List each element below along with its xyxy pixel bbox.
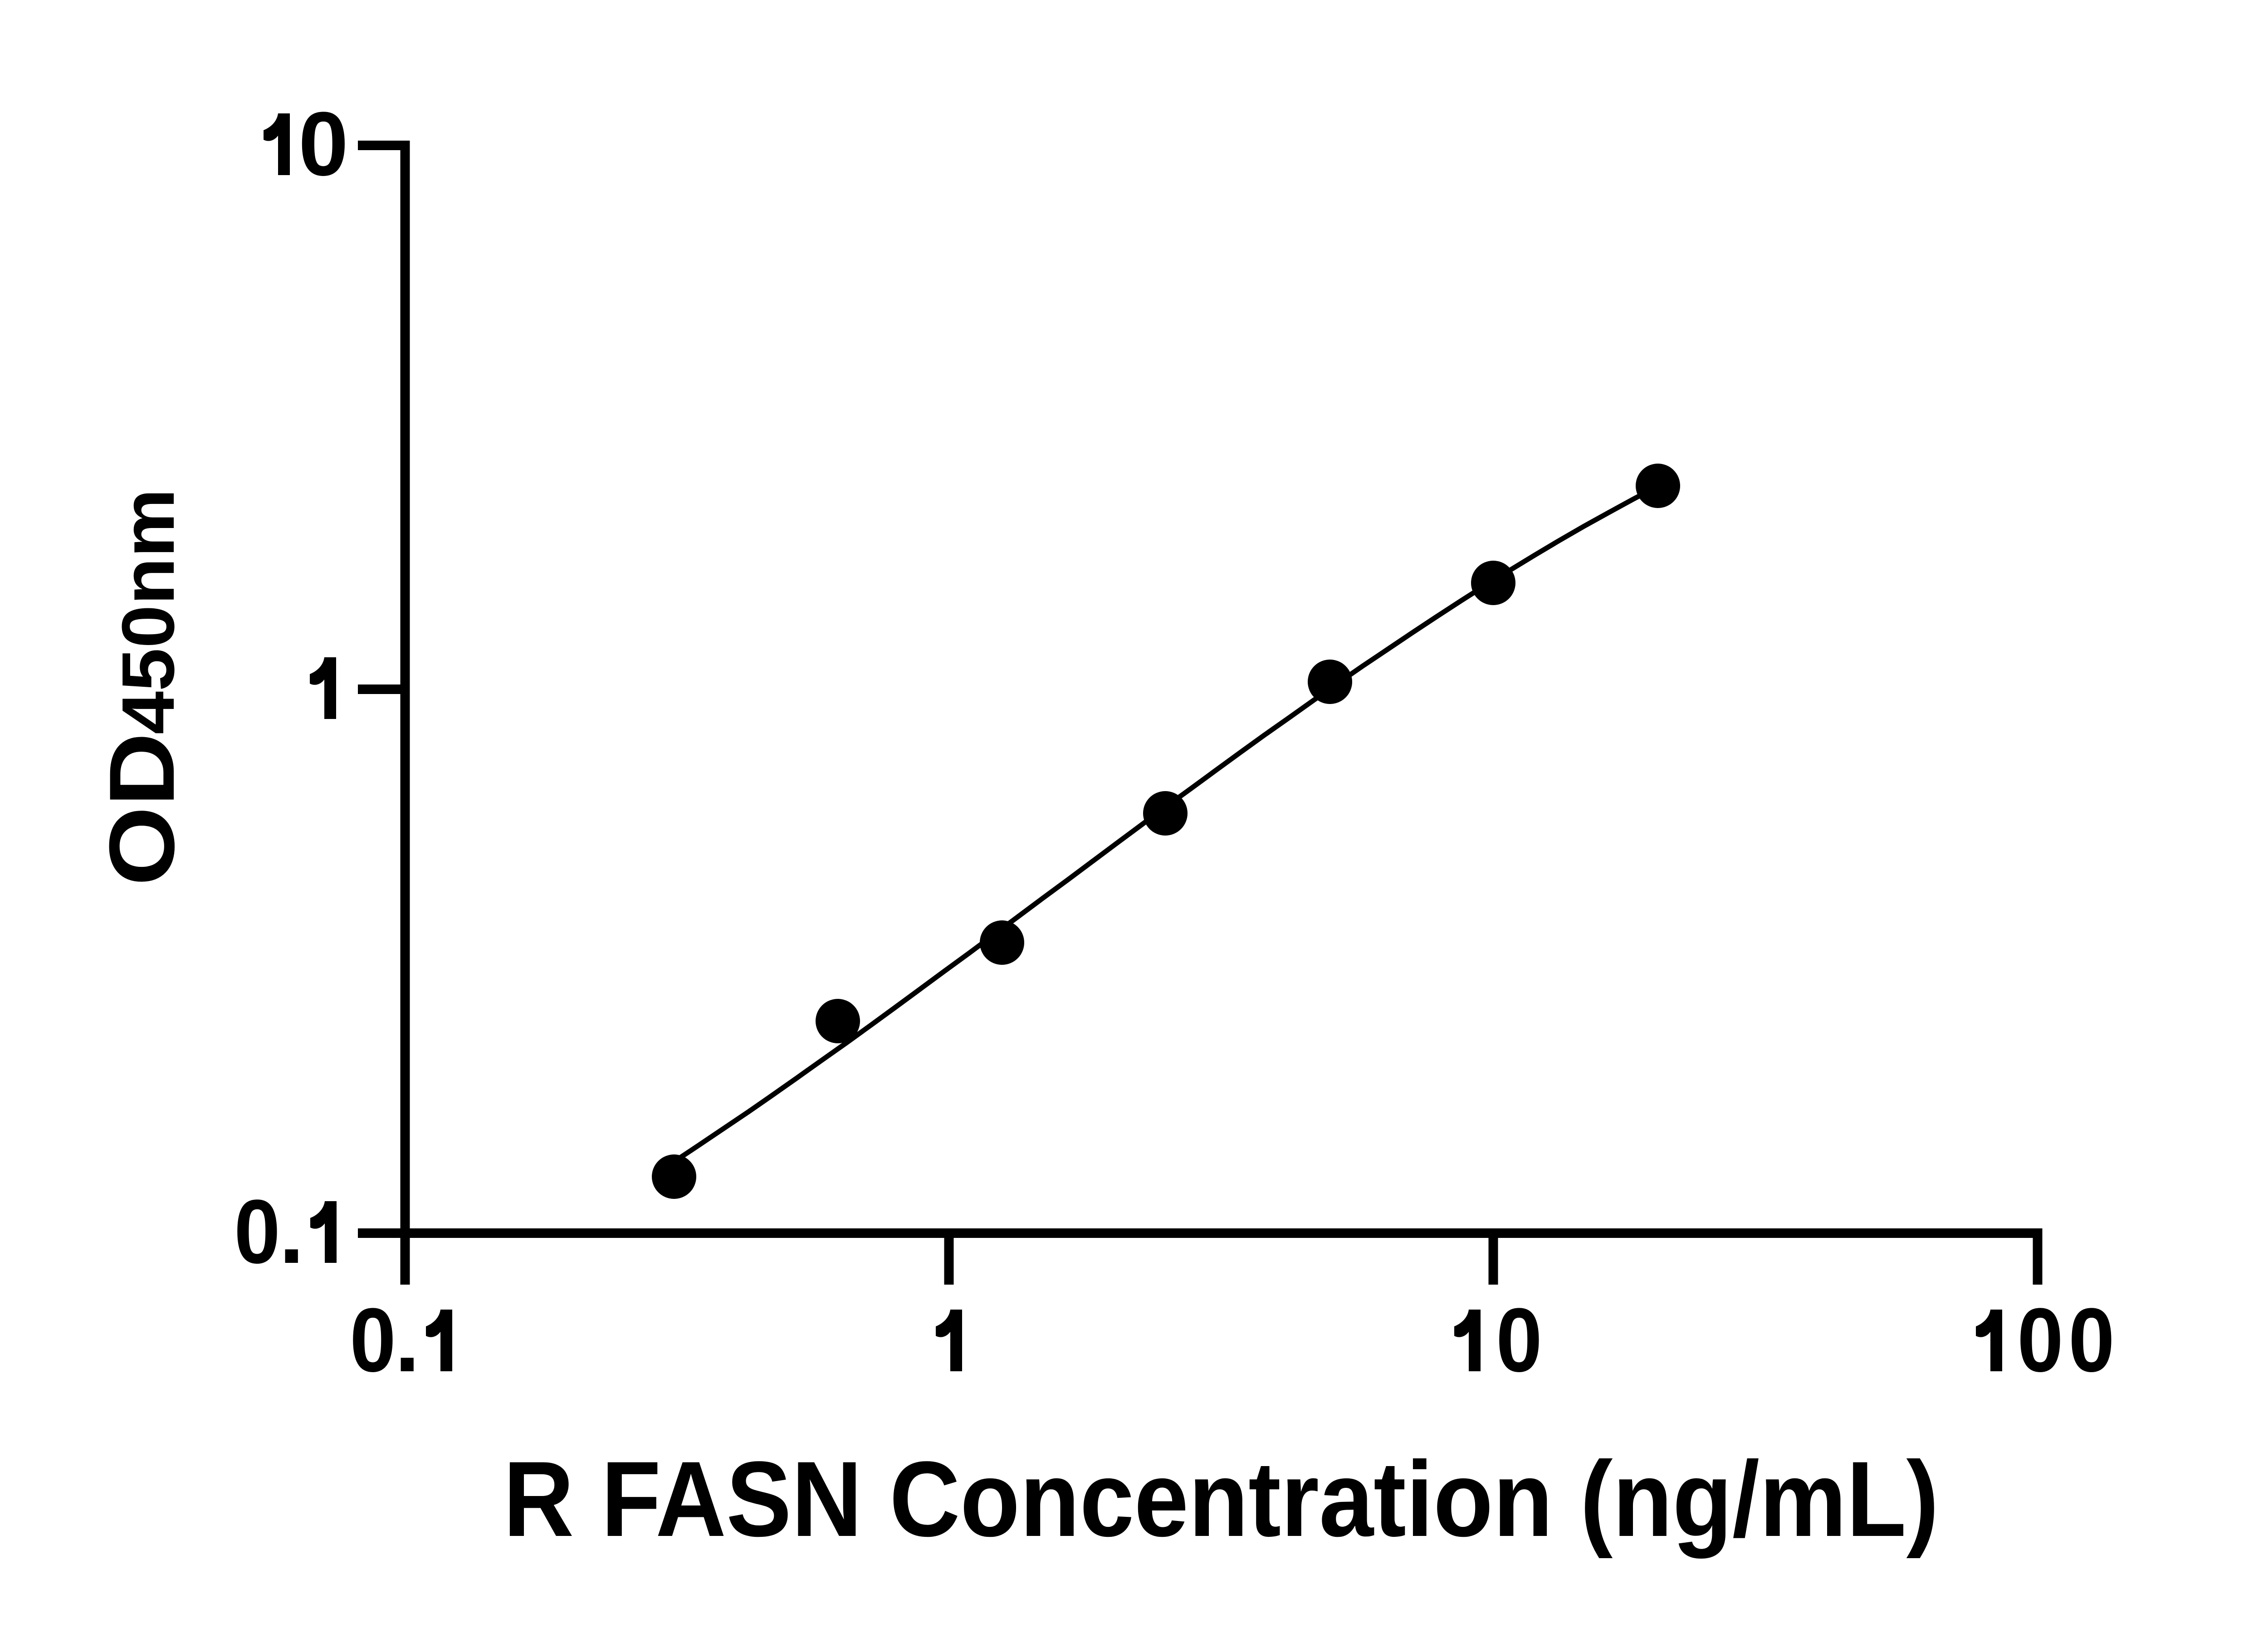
svg-text:OD: OD — [90, 733, 194, 886]
svg-text:0: 0 — [2017, 1290, 2063, 1391]
svg-text:R FASN Concentration (ng/mL): R FASN Concentration (ng/mL) — [503, 1439, 1939, 1559]
svg-text:450nm: 450nm — [107, 489, 190, 734]
svg-text:0: 0 — [350, 1290, 396, 1391]
svg-text:0: 0 — [234, 1181, 280, 1282]
svg-text:0: 0 — [298, 93, 348, 195]
svg-text:0: 0 — [1496, 1290, 1542, 1391]
svg-text:.: . — [395, 1290, 420, 1391]
svg-text:.: . — [279, 1181, 304, 1282]
svg-text:0: 0 — [2068, 1290, 2115, 1391]
